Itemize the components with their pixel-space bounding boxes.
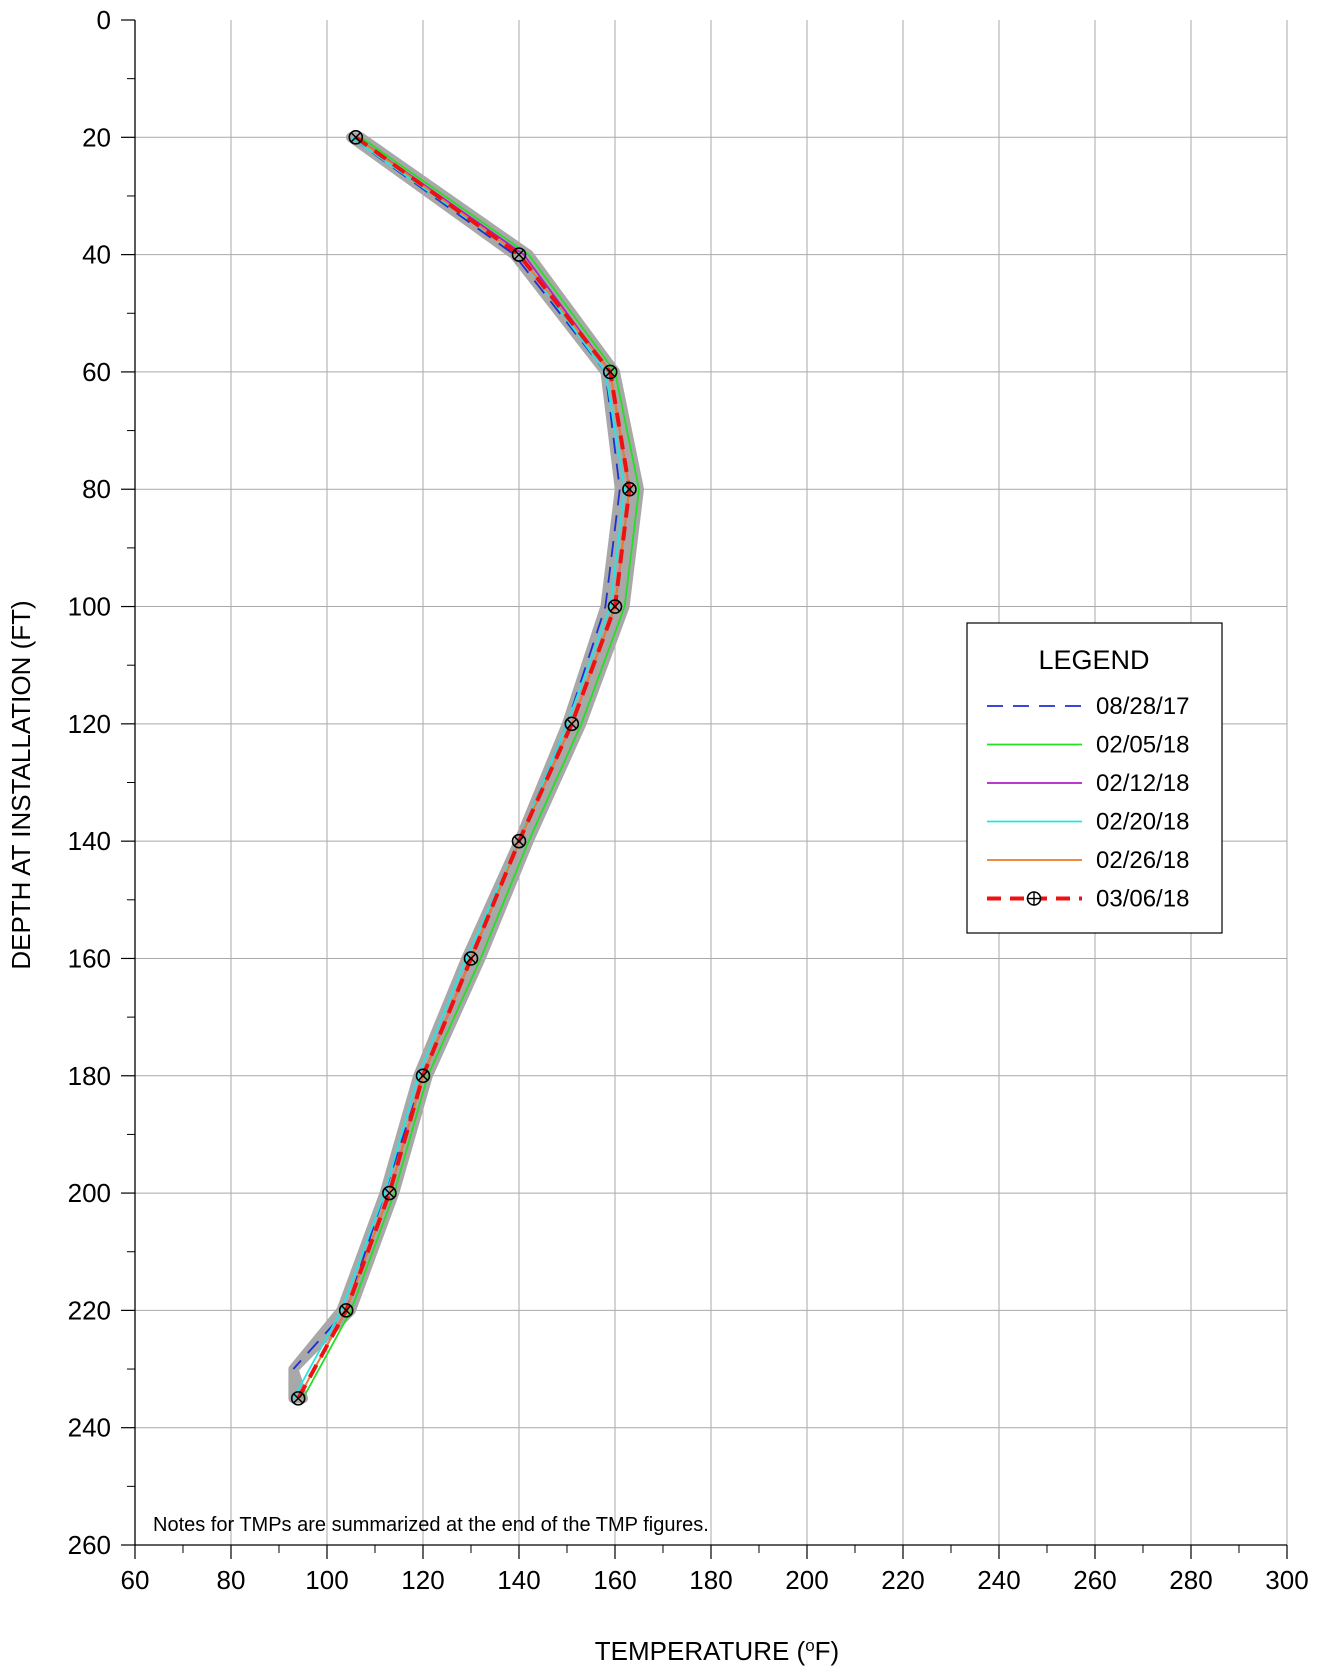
data-point-marker [290, 1391, 306, 1406]
legend-label: 02/05/18 [1096, 732, 1189, 759]
marker-cross [566, 718, 577, 729]
y-tick-label: 20 [82, 122, 111, 152]
legend-item-02-05-18: 02/05/18 [987, 732, 1189, 759]
temperature-envelope [288, 132, 644, 1404]
marker-circle [607, 599, 623, 614]
marker-cross [624, 484, 635, 495]
y-tick-label: 180 [68, 1061, 111, 1091]
data-point-marker [564, 716, 580, 732]
marker-circle [511, 247, 527, 262]
marker-circle [382, 1185, 397, 1201]
legend-label: 03/06/18 [1096, 886, 1189, 913]
legend-label: 02/12/18 [1096, 770, 1189, 797]
legend: LEGEND 08/28/1702/05/1802/12/1802/20/180… [966, 622, 1223, 934]
y-tick-label: 0 [97, 5, 111, 35]
x-tick-label: 80 [217, 1565, 246, 1595]
y-tick-label: 60 [82, 357, 111, 387]
data-point-marker [607, 599, 623, 614]
grid [135, 20, 1288, 1545]
data-series [290, 130, 640, 1406]
x-axis-label-pre: TEMPERATURE ( [595, 1636, 806, 1666]
data-point-marker [382, 1185, 397, 1201]
min-max-envelope [288, 132, 644, 1404]
data-point-marker [511, 833, 527, 849]
series-line-02-20-18 [292, 136, 626, 1399]
x-tick-label: 240 [977, 1565, 1020, 1595]
legend-item-03-06-18: 03/06/18 [987, 886, 1189, 913]
marker-cross [350, 132, 361, 143]
marker-cross [293, 1393, 304, 1404]
marker-circle [602, 364, 618, 380]
data-point-marker [415, 1068, 431, 1084]
x-tick-label: 120 [401, 1565, 444, 1595]
data-point-marker [602, 364, 618, 380]
marker-cross [605, 366, 616, 378]
data-point-marker [511, 247, 527, 262]
series-line-03-06-18 [296, 135, 632, 1400]
legend-label: 02/26/18 [1096, 847, 1189, 874]
x-tick-label: 140 [497, 1565, 540, 1595]
annotation-note: Notes for TMPs are summarized at the end… [153, 1514, 709, 1536]
y-axis-label: DEPTH AT INSTALLATION (FT) [6, 600, 36, 969]
y-tick-label: 200 [68, 1178, 111, 1208]
legend-item-02-12-18: 02/12/18 [987, 770, 1189, 797]
legend-entries: 08/28/17 02/05/18 02/12/18 02/20/18 02/26/18… [987, 693, 1189, 913]
y-tick-label: 120 [68, 709, 111, 739]
x-tick-label: 200 [785, 1565, 828, 1595]
legend-item-02-26-18: 02/26/18 [987, 847, 1189, 874]
x-tick-label: 300 [1265, 1565, 1308, 1595]
legend-label: 02/20/18 [1096, 809, 1189, 836]
x-axis-label-post: F) [815, 1636, 840, 1666]
axes: 60 80 100 120 140 160 180 200 220 240 260 280 300 0 20… [68, 5, 1309, 1595]
legend-label: 08/28/17 [1096, 693, 1189, 720]
x-tick-label: 220 [881, 1565, 924, 1595]
legend-box [966, 622, 1223, 934]
marker-cross [417, 1070, 429, 1081]
legend-title: LEGEND [1038, 645, 1149, 675]
marker-cross [465, 953, 477, 964]
y-tick-label: 220 [68, 1295, 111, 1325]
marker-cross [341, 1305, 352, 1316]
x-axis-label: TEMPERATURE (oF) [595, 1636, 839, 1666]
y-tick-label: 80 [82, 474, 111, 504]
y-tick-label: 100 [68, 592, 111, 622]
marker-circle [463, 951, 479, 966]
marker-circle [290, 1391, 306, 1406]
data-point-marker [338, 1303, 354, 1318]
y-tick-label: 240 [68, 1413, 111, 1443]
marker-cross [513, 249, 525, 260]
y-tick-label: 140 [68, 826, 111, 856]
marker-cross [384, 1187, 395, 1199]
series-line-02-05-18 [302, 136, 640, 1399]
x-axis-label-sup: o [805, 1636, 814, 1655]
marker-circle [511, 833, 527, 849]
marker-circle [348, 130, 364, 145]
legend-item-08-28-17: 08/28/17 [987, 693, 1189, 720]
data-point-marker [622, 481, 637, 497]
marker-cross [609, 601, 621, 612]
x-tick-label: 180 [689, 1565, 732, 1595]
y-tick-label: 160 [68, 943, 111, 973]
data-point-marker [463, 951, 479, 966]
marker-cross [513, 836, 525, 847]
x-tick-label: 280 [1169, 1565, 1212, 1595]
marker-circle [622, 481, 637, 497]
marker-circle [564, 716, 580, 732]
x-tick-label: 100 [305, 1565, 348, 1595]
legend-item-02-20-18: 02/20/18 [987, 809, 1189, 836]
data-point-marker [348, 130, 364, 145]
x-tick-label: 60 [121, 1565, 150, 1595]
y-tick-label: 40 [82, 240, 111, 270]
x-tick-label: 260 [1073, 1565, 1116, 1595]
marker-circle [338, 1303, 354, 1318]
y-tick-label: 260 [68, 1530, 111, 1560]
x-tick-label: 160 [593, 1565, 636, 1595]
marker-circle [415, 1068, 431, 1084]
